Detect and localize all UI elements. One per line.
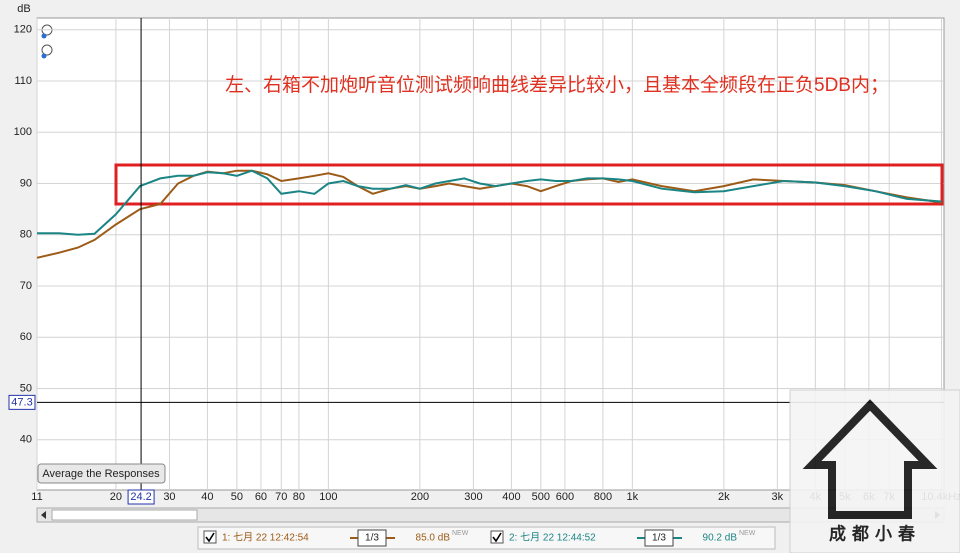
response-line (36, 169, 942, 259)
y-axis-label: dB (17, 3, 30, 15)
legend-offset: 85.0 dB (416, 533, 451, 544)
x-tick-label: 600 (556, 491, 574, 503)
cursor-x-box (127, 489, 155, 505)
y-tick-label: 50 (20, 382, 32, 394)
x-tick-label: 800 (594, 491, 612, 503)
legend-name: 2: 七月 22 12:44:52 (509, 532, 596, 544)
x-tick-label: 60 (255, 491, 267, 503)
legend-name: 1: 七月 22 12:42:54 (222, 532, 309, 544)
smoothing-label: 1/3 (652, 533, 666, 544)
y-tick-label: 70 (20, 280, 32, 292)
smoothing-label: 1/3 (365, 533, 379, 544)
y-tick-label: 110 (14, 75, 32, 87)
legend-tag: NEW (452, 530, 469, 537)
x-tick-label: 500 (532, 491, 550, 503)
y-tick-label: 40 (20, 434, 32, 446)
y-tick-label: 120 (14, 24, 32, 36)
checkmark (492, 532, 502, 543)
cursor-y-box (8, 394, 36, 410)
x-tick-label: 300 (464, 491, 482, 503)
y-tick-label: 60 (20, 331, 32, 343)
legend-checkbox[interactable] (203, 530, 217, 544)
y-tick-label: 100 (14, 126, 32, 138)
x-tick-label: 70 (275, 491, 287, 503)
x-tick-label: 2k (718, 491, 730, 503)
checkmark (205, 532, 215, 543)
annotation: 左、右箱不加炮听音位测试频响曲线差异比较小，且基本全频段在正负5DB内； (225, 74, 889, 96)
watermark: 成都小春 (789, 389, 960, 553)
x-tick-label: 80 (293, 491, 305, 503)
legend-bar (197, 526, 776, 550)
x-tick-label: 400 (502, 491, 520, 503)
x-tick-label: 11 (31, 491, 42, 503)
response-line (37, 169, 942, 236)
y-tick-label: 80 (20, 229, 32, 241)
x-tick-label: 3k (772, 491, 784, 503)
zoom-icons[interactable] (41, 24, 53, 59)
legend-offset: 90.2 dB (703, 533, 738, 544)
x-tick-label: 50 (231, 491, 243, 503)
legend-checkbox[interactable] (490, 530, 504, 544)
cursor-y-label: 47.3 (11, 396, 32, 408)
legend-tag: NEW (739, 530, 756, 537)
cursor-x-label: 24.2 (130, 491, 151, 503)
button-label[interactable]: Average the Responses (42, 468, 160, 480)
x-tick-label: 1k (627, 491, 639, 503)
x-tick-label: 40 (201, 491, 213, 503)
x-tick-label: 20 (110, 491, 122, 503)
x-tick-label: 30 (163, 491, 175, 503)
average-button[interactable]: Average the Responses (37, 463, 166, 484)
y-tick-label: 90 (20, 177, 32, 189)
x-tick-label: 100 (319, 491, 337, 503)
highlight-box (114, 163, 944, 206)
smoothing-box[interactable] (644, 529, 674, 547)
watermark-text: 成都小春 (829, 523, 921, 543)
smoothing-box[interactable] (357, 529, 387, 547)
x-tick-label: 200 (411, 491, 429, 503)
